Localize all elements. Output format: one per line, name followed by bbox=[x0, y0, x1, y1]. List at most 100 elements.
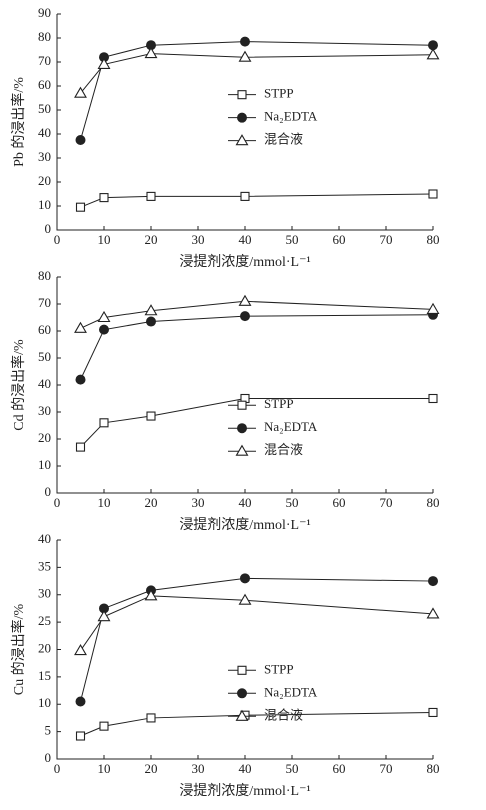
y-tick-label: 60 bbox=[38, 77, 51, 92]
data-point bbox=[238, 50, 252, 62]
x-tick-label: 50 bbox=[286, 761, 299, 776]
legend-label: Na₂EDTA bbox=[264, 109, 318, 124]
legend-label: 混合液 bbox=[264, 707, 303, 722]
y-tick-label: 80 bbox=[38, 29, 51, 44]
legend-marker bbox=[237, 90, 247, 100]
data-point bbox=[75, 442, 86, 452]
legend-marker bbox=[235, 709, 249, 721]
data-point bbox=[426, 607, 440, 619]
data-point bbox=[426, 48, 440, 60]
x-tick-label: 0 bbox=[54, 761, 61, 776]
y-tick-label: 10 bbox=[38, 197, 51, 212]
y-tick-label: 60 bbox=[38, 322, 51, 337]
legend-label: STPP bbox=[264, 661, 294, 676]
data-point bbox=[99, 324, 109, 335]
data-point bbox=[74, 86, 87, 98]
x-tick-label: 80 bbox=[427, 495, 440, 510]
series-line bbox=[80, 41, 434, 141]
data-point bbox=[146, 316, 156, 327]
data-point bbox=[240, 36, 250, 47]
series-line bbox=[80, 398, 433, 448]
series-line bbox=[80, 53, 434, 94]
x-tick-label: 20 bbox=[145, 495, 158, 510]
y-axis-label: Cu 的浸出率/% bbox=[10, 603, 27, 695]
data-point bbox=[74, 321, 87, 333]
x-tick-label: 80 bbox=[427, 761, 440, 776]
y-tick-label: 10 bbox=[38, 457, 51, 472]
data-point bbox=[428, 707, 438, 718]
x-tick-label: 10 bbox=[98, 761, 111, 776]
x-tick-label: 60 bbox=[333, 495, 346, 510]
x-tick-label: 70 bbox=[380, 761, 393, 776]
data-point bbox=[75, 135, 86, 145]
x-tick-label: 80 bbox=[427, 232, 440, 247]
data-point bbox=[146, 411, 156, 421]
y-tick-label: 20 bbox=[38, 430, 51, 445]
data-point bbox=[238, 294, 252, 306]
data-point bbox=[144, 304, 158, 316]
x-tick-label: 30 bbox=[192, 761, 205, 776]
legend-label: 混合液 bbox=[264, 442, 303, 457]
x-axis-label: 浸提剂浓度/mmol·L⁻¹ bbox=[179, 517, 310, 533]
x-tick-label: 30 bbox=[192, 495, 205, 510]
y-axis-label: Cd 的浸出率/% bbox=[10, 339, 27, 431]
data-point bbox=[97, 310, 111, 323]
y-tick-label: 40 bbox=[38, 531, 51, 546]
data-point bbox=[99, 418, 109, 428]
series-line bbox=[80, 711, 434, 737]
x-tick-label: 20 bbox=[145, 232, 158, 247]
y-tick-label: 5 bbox=[45, 723, 52, 738]
y-tick-label: 40 bbox=[38, 125, 51, 140]
x-tick-label: 40 bbox=[239, 232, 252, 247]
axes-frame bbox=[56, 277, 433, 494]
y-tick-label: 25 bbox=[38, 613, 51, 628]
y-tick-label: 0 bbox=[45, 221, 52, 236]
data-point bbox=[428, 576, 438, 587]
y-tick-label: 80 bbox=[38, 268, 51, 283]
y-tick-label: 10 bbox=[38, 695, 51, 710]
legend-marker bbox=[235, 134, 249, 146]
x-tick-label: 20 bbox=[145, 761, 158, 776]
data-point bbox=[240, 311, 250, 322]
data-point bbox=[144, 47, 158, 59]
x-tick-label: 40 bbox=[239, 495, 252, 510]
y-tick-label: 50 bbox=[38, 101, 51, 116]
legend-marker bbox=[237, 400, 247, 410]
y-tick-label: 50 bbox=[38, 349, 51, 364]
legend-marker bbox=[237, 688, 247, 699]
y-tick-label: 20 bbox=[38, 640, 51, 655]
series-line bbox=[80, 314, 434, 380]
y-tick-label: 30 bbox=[38, 586, 51, 601]
legend-label: Na₂EDTA bbox=[264, 419, 318, 434]
data-point bbox=[97, 57, 111, 69]
y-tick-label: 0 bbox=[45, 750, 52, 765]
y-tick-label: 90 bbox=[38, 5, 51, 20]
legend-marker bbox=[237, 665, 247, 675]
series-line bbox=[80, 193, 434, 208]
data-point bbox=[74, 643, 87, 656]
y-tick-label: 70 bbox=[38, 295, 51, 310]
x-tick-label: 10 bbox=[98, 495, 111, 510]
x-tick-label: 50 bbox=[286, 232, 299, 247]
data-point bbox=[426, 302, 440, 314]
x-tick-label: 0 bbox=[54, 232, 61, 247]
x-tick-label: 60 bbox=[333, 232, 346, 247]
x-tick-label: 10 bbox=[98, 232, 111, 247]
x-tick-label: 70 bbox=[380, 232, 393, 247]
data-point bbox=[240, 191, 250, 201]
axes-frame bbox=[56, 540, 433, 760]
data-point bbox=[240, 573, 250, 584]
legend-marker bbox=[237, 112, 247, 123]
y-tick-label: 30 bbox=[38, 403, 51, 418]
legend-label: 混合液 bbox=[264, 132, 303, 147]
x-tick-label: 30 bbox=[192, 232, 205, 247]
data-point bbox=[75, 202, 86, 212]
data-point bbox=[75, 731, 86, 741]
y-tick-label: 35 bbox=[38, 558, 51, 573]
y-tick-label: 15 bbox=[38, 668, 51, 683]
data-point bbox=[238, 593, 252, 605]
data-point bbox=[75, 374, 86, 385]
y-tick-label: 70 bbox=[38, 53, 51, 68]
legend-marker bbox=[235, 444, 249, 456]
